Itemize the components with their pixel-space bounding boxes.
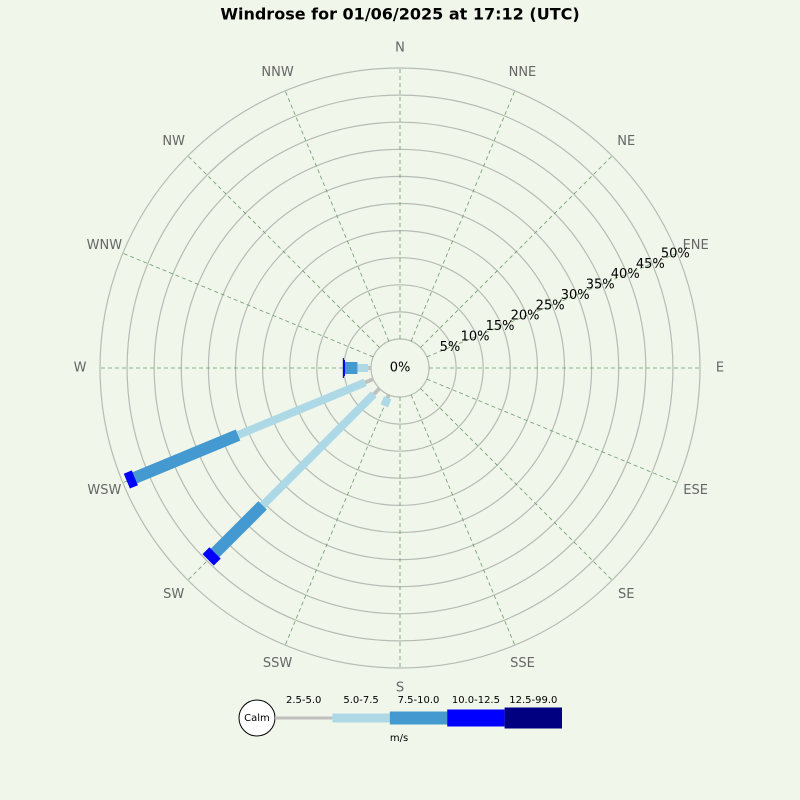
direction-label: SE: [618, 587, 634, 602]
chart-title: Windrose for 01/06/2025 at 17:12 (UTC): [220, 5, 579, 24]
spoke: [426, 252, 678, 358]
spoke: [420, 388, 613, 581]
legend-calm: Calm: [244, 713, 270, 724]
legend-swatch: [332, 713, 390, 723]
wind-segment: [132, 429, 241, 484]
direction-label: WSW: [87, 483, 121, 498]
legend-label: 7.5-10.0: [398, 695, 440, 706]
direction-label: ESE: [683, 483, 708, 498]
wind-segment: [210, 501, 267, 558]
r-tick-label: 35%: [586, 278, 615, 293]
legend-label: 12.5-99.0: [509, 695, 557, 706]
grid-ring: [99, 67, 701, 669]
direction-label: WNW: [87, 238, 123, 253]
grid-ring: [316, 284, 484, 452]
direction-label: S: [396, 681, 404, 696]
direction-label: W: [74, 361, 87, 376]
grid-ring: [126, 94, 674, 642]
wind-segment: [259, 391, 377, 509]
legend-label: 10.0-12.5: [452, 695, 500, 706]
grid-ring: [153, 121, 647, 615]
wind-segment: [372, 387, 381, 396]
spoke: [410, 394, 516, 646]
spoke: [284, 394, 390, 646]
wind-segment: [364, 377, 374, 385]
legend-swatch: [389, 711, 448, 725]
r-tick-label: 10%: [461, 329, 490, 344]
wind-segment: [123, 470, 138, 489]
wind-segment: [236, 378, 367, 439]
r-tick-label: 25%: [536, 298, 565, 313]
spoke: [284, 90, 390, 342]
r-tick-label: 40%: [611, 267, 640, 282]
legend-swatch: [504, 707, 562, 729]
direction-label: SW: [163, 587, 184, 602]
direction-label: E: [716, 361, 724, 376]
r-tick-label: 30%: [561, 288, 590, 303]
wind-segment: [385, 394, 391, 399]
direction-label: SSE: [510, 656, 535, 671]
direction-label: NNE: [509, 65, 537, 80]
r-tick-label: 50%: [661, 246, 690, 261]
r-tick-label: 5%: [440, 340, 461, 355]
wind-segment: [202, 547, 221, 566]
grid-ring: [289, 257, 511, 479]
direction-label: ENE: [683, 238, 709, 253]
direction-label: NNW: [261, 65, 293, 80]
legend-swatch: [275, 716, 333, 720]
r-tick-label: 45%: [636, 257, 665, 272]
spoke: [122, 252, 374, 358]
legend-units: m/s: [390, 733, 408, 744]
legend-swatch: [447, 709, 505, 727]
spoke: [420, 155, 613, 348]
r-tick-label: 20%: [511, 309, 540, 324]
direction-label: N: [395, 41, 405, 56]
legend-label: 5.0-7.5: [343, 695, 378, 706]
spoke: [410, 90, 516, 342]
direction-label: NW: [162, 134, 185, 149]
wind-segment: [380, 396, 392, 408]
r-tick-label: 15%: [486, 319, 515, 334]
legend-label: 2.5-5.0: [286, 695, 321, 706]
direction-label: NE: [617, 134, 635, 149]
spoke: [426, 378, 678, 484]
r-tick-label: 0%: [390, 361, 411, 376]
spoke: [187, 155, 380, 348]
direction-label: SSW: [263, 656, 293, 671]
